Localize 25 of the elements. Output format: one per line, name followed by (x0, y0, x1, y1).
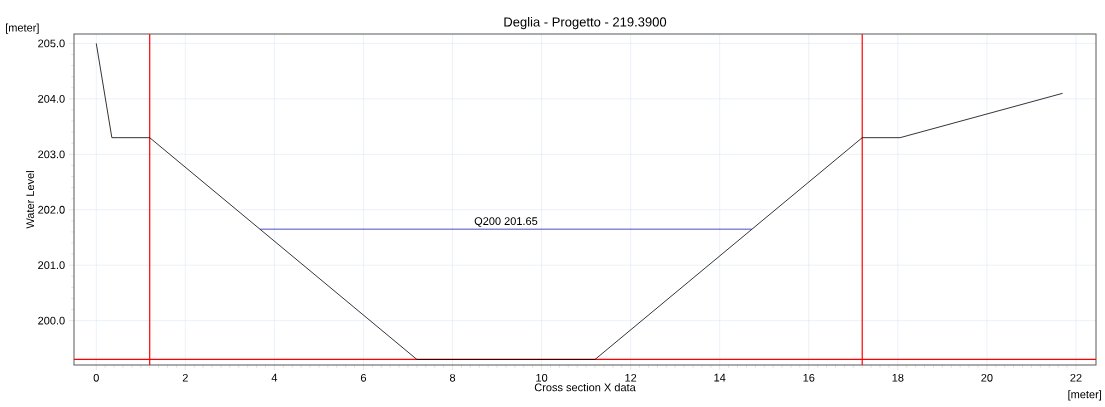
x-tick-label: 22 (1070, 373, 1082, 382)
y-tick-label: 201.0 (38, 261, 65, 270)
x-tick-label: 6 (360, 373, 367, 382)
y-tick-label: 205.0 (38, 39, 65, 48)
annotation: Q200 201.65 (474, 217, 538, 227)
x-tick-label: 8 (449, 373, 456, 382)
text: [meter] (1068, 390, 1102, 401)
y-tick-label: 203.0 (38, 150, 65, 159)
x-tick-label: 4 (271, 373, 278, 382)
y-tick-label: 202.0 (38, 205, 65, 214)
x-tick-label: 18 (892, 373, 904, 382)
x-tick-label: 20 (981, 373, 993, 382)
text: [meter] (5, 23, 39, 34)
x-tick-label: 0 (93, 373, 99, 382)
y-tick-label: 200.0 (38, 316, 65, 325)
x-tick-label: 10 (536, 373, 548, 382)
line-series (95, 43, 1064, 360)
x-axis-title: Cross section X data (534, 383, 636, 392)
x-tick-label: 12 (625, 373, 637, 382)
x-tick-label: 14 (714, 373, 726, 382)
chart-title: Deglia - Progetto - 219.3900 (504, 17, 667, 30)
y-tick-label: 204.0 (38, 94, 65, 103)
x-tick-label: 16 (803, 373, 815, 382)
y-axis-title: Water Level (26, 171, 35, 229)
x-tick-label: 2 (182, 373, 188, 382)
